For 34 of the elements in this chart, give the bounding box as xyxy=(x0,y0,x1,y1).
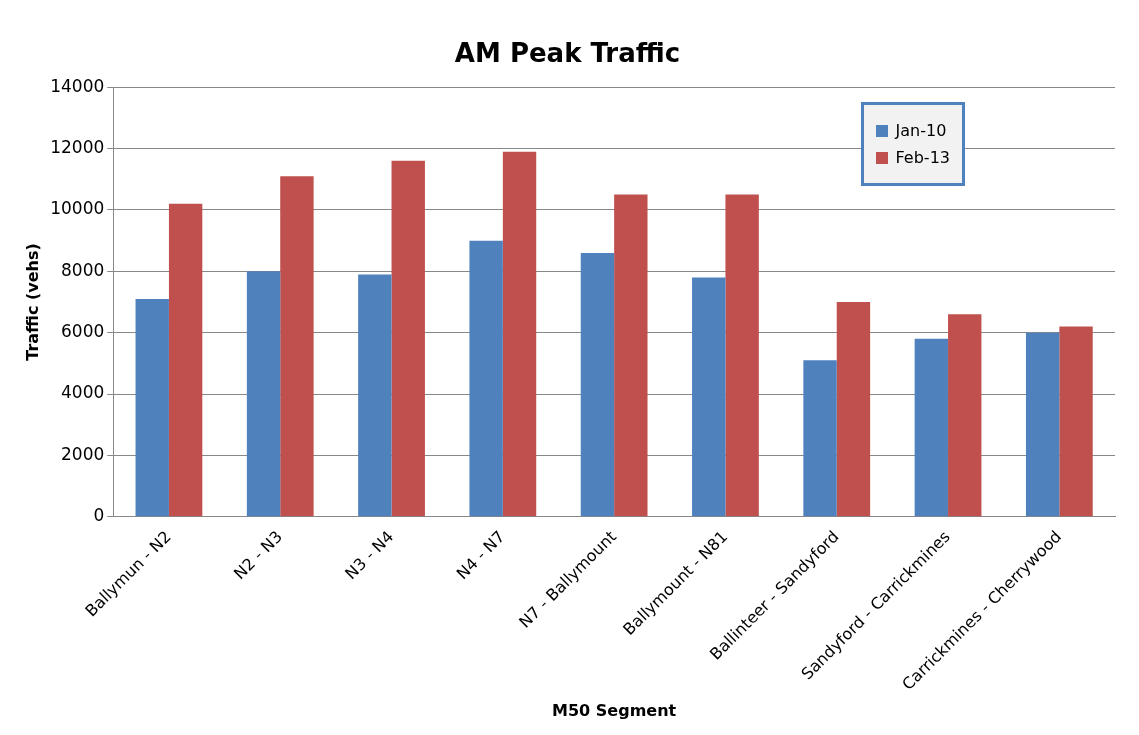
bar xyxy=(1025,332,1060,517)
legend-label: Jan-10 xyxy=(895,121,947,141)
x-axis-title: M50 Segment xyxy=(552,700,677,720)
y-axis-title: Traffic (vehs) xyxy=(22,243,42,361)
bar xyxy=(280,176,314,517)
legend-label: Feb-13 xyxy=(895,148,950,168)
bar xyxy=(580,252,615,517)
y-tick-label: 2000 xyxy=(61,443,105,464)
bar xyxy=(135,298,169,517)
y-tick-label: 0 xyxy=(93,505,105,526)
bar xyxy=(692,277,726,517)
chart-title: AM Peak Traffic xyxy=(454,38,681,69)
x-tick-label: N2 - N3 xyxy=(229,526,286,583)
bar xyxy=(358,274,392,517)
y-tick-label: 4000 xyxy=(61,382,105,403)
bar xyxy=(914,338,949,517)
bar xyxy=(391,160,425,517)
bar xyxy=(1059,326,1093,517)
bar xyxy=(725,194,759,517)
bar xyxy=(614,194,648,517)
bar xyxy=(168,203,203,517)
y-tick-label: 14000 xyxy=(50,75,105,96)
y-tick-label: 6000 xyxy=(61,321,105,342)
bar xyxy=(469,240,503,517)
bar xyxy=(246,271,281,517)
y-tick-label: 10000 xyxy=(50,198,105,219)
bar xyxy=(502,151,537,517)
y-tick-label: 8000 xyxy=(61,259,105,280)
bar xyxy=(836,302,871,517)
y-tick-label: 12000 xyxy=(50,136,105,157)
bar xyxy=(803,360,837,517)
x-tick-label: N3 - N4 xyxy=(341,526,398,583)
x-tick-label: N4 - N7 xyxy=(452,526,509,583)
bar xyxy=(948,314,982,517)
